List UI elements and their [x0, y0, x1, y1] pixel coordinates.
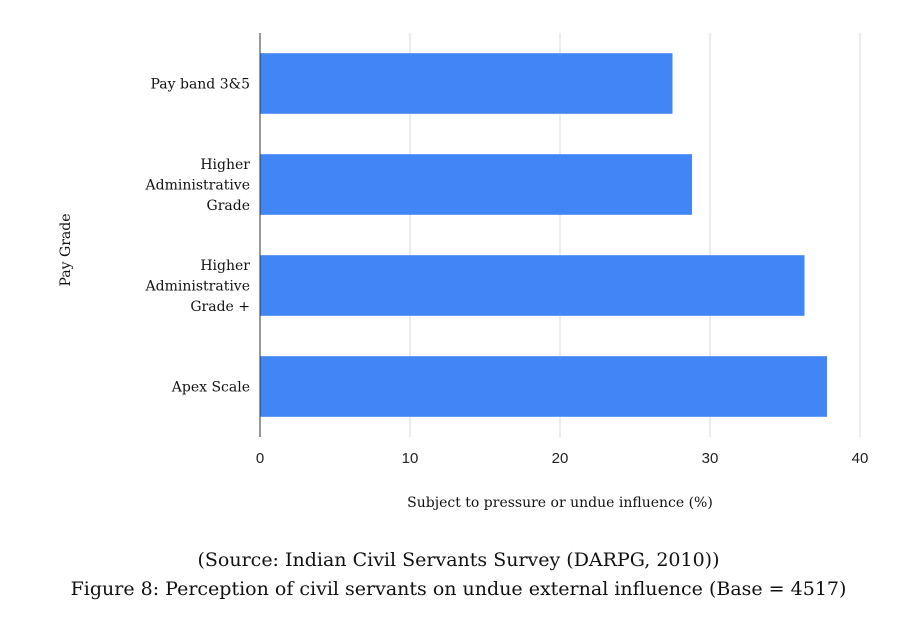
x-tick-label: 20: [552, 450, 569, 467]
x-tick-label: 0: [256, 450, 264, 467]
category-label: Higher Administrative Grade: [145, 157, 251, 214]
bar: [260, 154, 692, 215]
category-label: Higher Administrative Grade +: [145, 258, 251, 315]
x-tick-label: 40: [852, 450, 869, 467]
figure-caption: Figure 8: Perception of civil servants o…: [70, 578, 847, 600]
y-axis-title: Pay Grade: [58, 214, 74, 287]
source-caption: (Source: Indian Civil Servants Survey (D…: [197, 549, 720, 571]
x-axis-title: Subject to pressure or undue influence (…: [407, 495, 713, 511]
category-labels: Pay band 3&5 Higher Administrative Grade Hig…: [145, 77, 251, 396]
bar-chart: 0 10 20 30 40 Pay band 3&5 Higher Administrati…: [58, 33, 869, 511]
bars: [260, 53, 827, 417]
category-label: Pay band 3&5: [150, 77, 250, 93]
x-tick-label: 10: [402, 450, 419, 467]
bar: [260, 356, 827, 417]
x-tick-labels: 0 10 20 30 40: [256, 450, 869, 467]
bar: [260, 255, 805, 316]
x-tick-label: 30: [702, 450, 719, 467]
bar: [260, 53, 673, 114]
category-label: Apex Scale: [171, 380, 250, 396]
